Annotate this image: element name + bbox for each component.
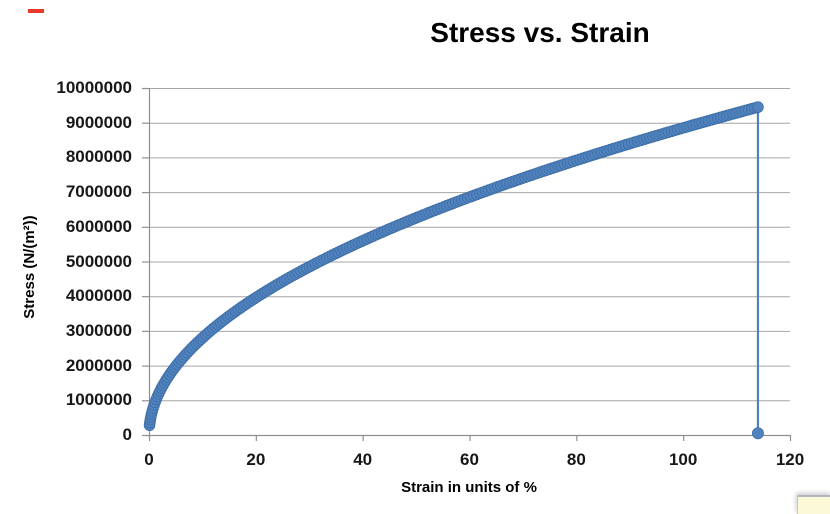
red-dash-mark xyxy=(28,9,44,13)
data-marker xyxy=(752,101,764,113)
tooltip-fragment xyxy=(797,495,830,514)
fracture-end-marker xyxy=(752,427,764,440)
